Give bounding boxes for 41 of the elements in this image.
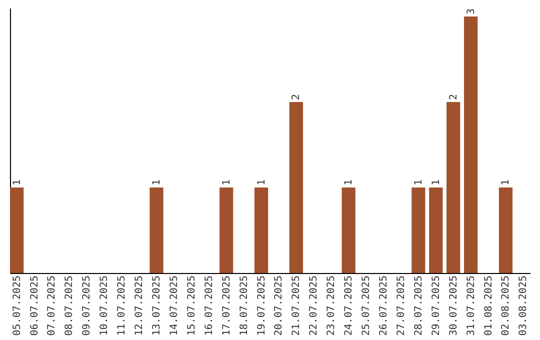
x-tick-label: 14.07.2025 [168,276,180,336]
x-tick-label: 17.07.2025 [221,276,232,336]
data-label: 2 [291,94,302,100]
x-tick-label: 06.07.2025 [29,276,40,336]
x-tick-label: 26.07.2025 [378,276,390,336]
data-label: 1 [221,179,232,186]
x-tick-label: 31.07.2025 [466,276,477,336]
x-tick-label: 23.07.2025 [326,276,338,336]
data-label: 1 [413,179,424,186]
data-label: 1 [500,179,512,186]
x-tick-label: 30.07.2025 [448,276,460,336]
data-label: 1 [344,179,355,186]
x-tick-label: 15.07.2025 [186,276,198,336]
x-tick-label: 22.07.2025 [308,276,320,336]
x-tick-label: 16.07.2025 [204,276,215,336]
x-tick-label: 05.07.2025 [12,276,23,336]
x-tick-label: 19.07.2025 [256,276,268,336]
x-tick-label: 21.07.2025 [291,276,302,336]
x-tick-label: 07.07.2025 [46,276,58,336]
x-tick-label: 28.07.2025 [413,276,424,336]
x-tick-label: 09.07.2025 [82,276,93,336]
data-label: 1 [152,179,162,186]
x-tick-label: 11.07.2025 [116,276,128,336]
x-tick-label: 03.08.2025 [518,276,530,336]
x-tick-label: 12.07.2025 [134,276,146,336]
x-tick-label: 27.07.2025 [396,276,407,336]
x-tick-label: 25.07.2025 [361,276,372,336]
x-tick-label: 01.08.2025 [483,276,494,336]
x-tick-label: 24.07.2025 [344,276,355,336]
data-label: 1 [256,179,268,186]
x-tick-label: 20.07.2025 [274,276,285,336]
data-label: 3 [466,8,477,15]
x-tick-label: 18.07.2025 [238,276,250,336]
x-tick-label: 29.07.2025 [430,276,442,336]
data-label: 1 [12,179,23,186]
data-label: 2 [448,94,460,100]
x-tick-label: 13.07.2025 [152,276,162,336]
data-label: 1 [430,179,442,186]
x-tick-label: 02.08.2025 [500,276,512,336]
x-tick-label: 10.07.2025 [99,276,110,336]
x-tick-label: 08.07.2025 [64,276,76,336]
